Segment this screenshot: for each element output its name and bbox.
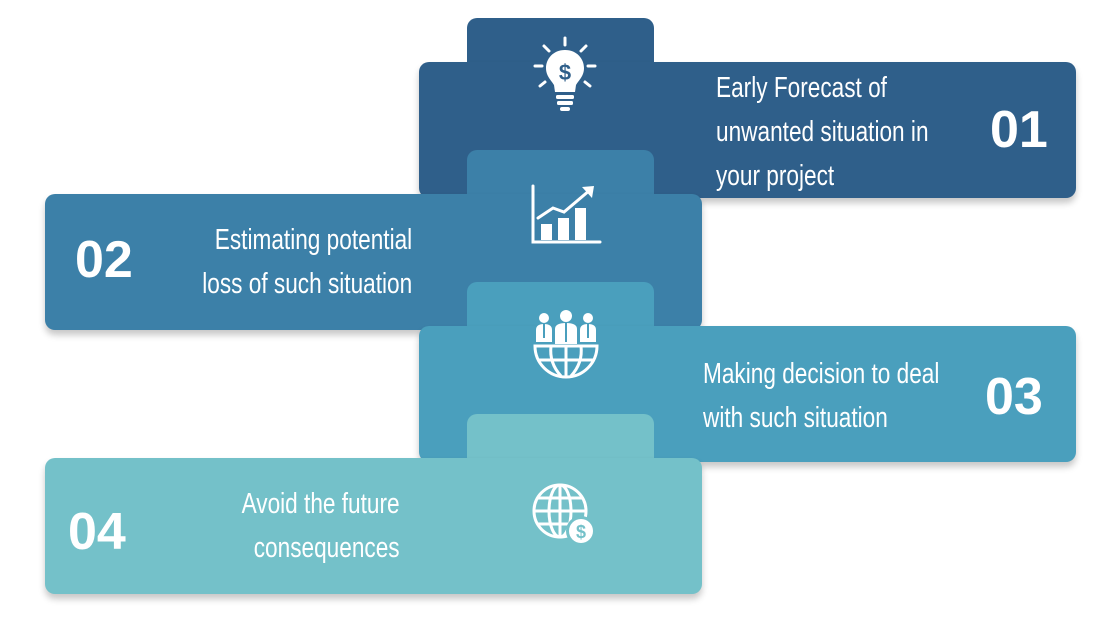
step-04-bar: [45, 458, 702, 594]
